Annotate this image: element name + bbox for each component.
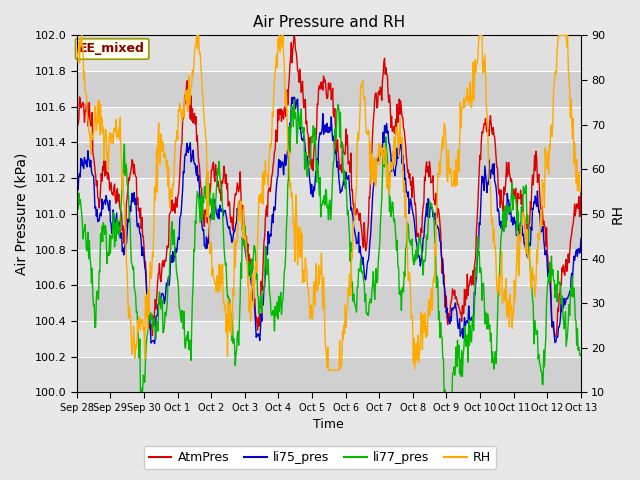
Bar [77, 357, 581, 393]
Bar [77, 107, 581, 143]
Bar [77, 178, 581, 214]
Bar [77, 71, 581, 107]
Bar [77, 36, 581, 71]
Text: EE_mixed: EE_mixed [79, 42, 145, 56]
Legend: AtmPres, li75_pres, li77_pres, RH: AtmPres, li75_pres, li77_pres, RH [144, 446, 496, 469]
X-axis label: Time: Time [314, 419, 344, 432]
Bar [77, 214, 581, 250]
Y-axis label: Air Pressure (kPa): Air Pressure (kPa) [15, 153, 29, 275]
Bar [77, 285, 581, 321]
Bar [77, 250, 581, 285]
Bar [77, 321, 581, 357]
Bar [77, 143, 581, 178]
Title: Air Pressure and RH: Air Pressure and RH [253, 15, 405, 30]
Y-axis label: RH: RH [611, 204, 625, 224]
